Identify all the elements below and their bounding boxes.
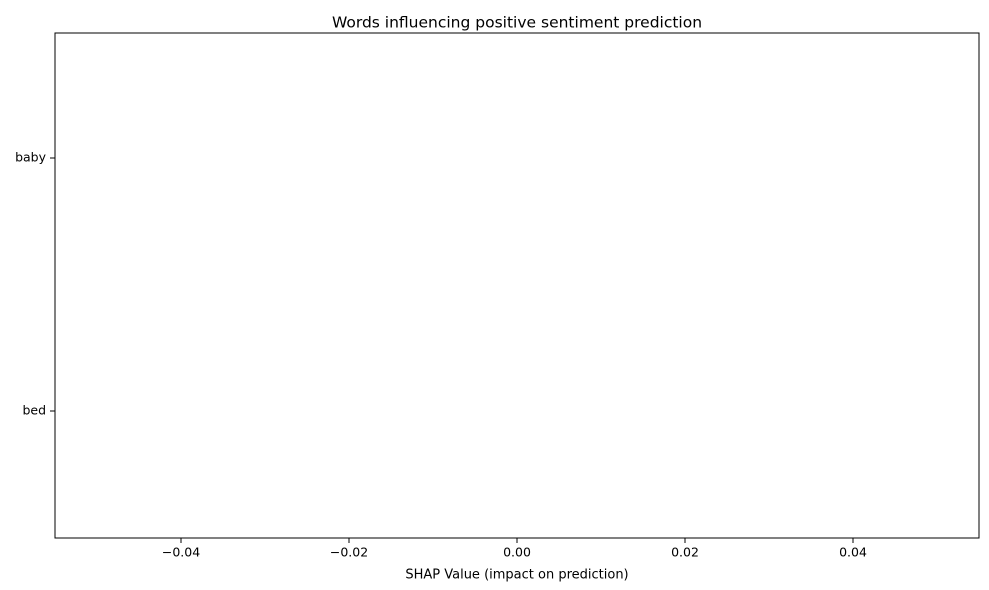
x-axis-tick-label: −0.02 xyxy=(330,545,368,560)
x-axis-tick-label: 0.02 xyxy=(671,545,699,560)
chart-title: Words influencing positive sentiment pre… xyxy=(332,14,702,32)
y-axis-tick-label: baby xyxy=(15,150,47,165)
x-axis: −0.04 −0.02 0.00 0.02 0.04 xyxy=(162,538,867,560)
x-axis-tick-label: −0.04 xyxy=(162,545,200,560)
y-axis-tick-label: bed xyxy=(22,403,46,418)
y-axis: baby bed xyxy=(15,150,55,418)
x-axis-tick-label: 0.04 xyxy=(839,545,867,560)
x-axis-label: SHAP Value (impact on prediction) xyxy=(405,568,628,583)
x-axis-tick-label: 0.00 xyxy=(503,545,531,560)
